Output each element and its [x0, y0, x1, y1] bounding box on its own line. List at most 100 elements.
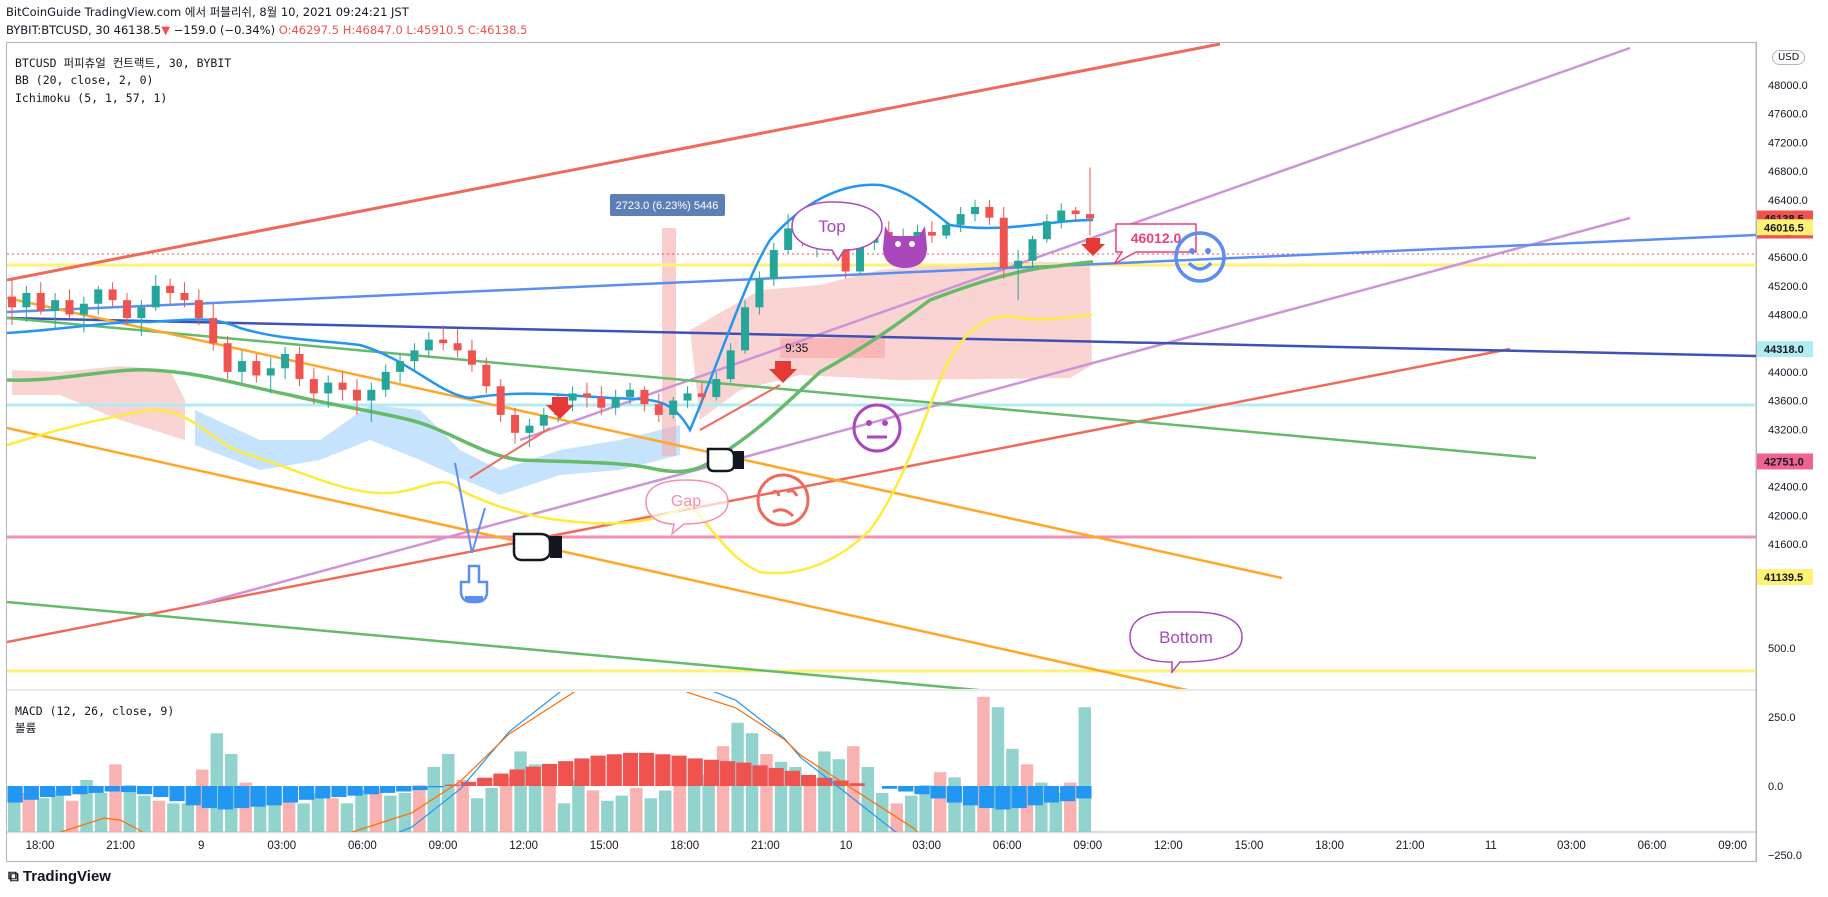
candle [209, 303, 218, 351]
macd-histogram-bar [315, 786, 331, 799]
volume-bar [803, 780, 817, 832]
macd-histogram-bar [493, 773, 509, 786]
macd-histogram-bar [817, 777, 833, 786]
legend-bb[interactable]: BB (20, close, 2, 0) [15, 73, 154, 87]
gap-label: Gap [671, 493, 701, 510]
macd-histogram-bar [331, 786, 347, 798]
volume-bar [919, 785, 932, 832]
price-tick-label: 44800.0 [1768, 310, 1808, 322]
volume-bar [456, 780, 469, 832]
volume-bar [398, 793, 412, 832]
macd-histogram-bar [671, 755, 687, 786]
price-tick-label: 41600.0 [1768, 539, 1808, 551]
candle [741, 300, 750, 354]
macd-histogram-bar [477, 777, 493, 786]
arrow-line-2 [699, 384, 781, 431]
candle [194, 289, 203, 326]
time-tick-label: 03:00 [267, 840, 296, 852]
volume-bar [109, 764, 122, 832]
volume-bar [615, 795, 629, 832]
macd-histogram-bar [881, 786, 898, 789]
pointing-hand-icon [512, 532, 562, 562]
currency-button[interactable]: USD [1772, 50, 1806, 65]
macd-histogram-bar [509, 769, 525, 786]
signal-line [58, 692, 919, 832]
macd-histogram-bar [1060, 786, 1076, 802]
trend-line-navy [7, 316, 1756, 358]
tradingview-logo-icon: ⧉ [8, 868, 23, 885]
arrow-down-red-3 [1081, 238, 1105, 256]
volume-bar [557, 803, 571, 832]
time-tick-label: 03:00 [912, 840, 941, 852]
cat-icon [883, 226, 927, 268]
macd-histogram-bar [137, 786, 153, 795]
candle [108, 282, 117, 308]
time-tick-label: 11 [1485, 840, 1497, 852]
price-axis: 48000.0 47600.0 47200.0 46800.0 46400.0 45600… [1757, 80, 1813, 586]
candle [525, 418, 534, 448]
price-tick-label: 42000.0 [1768, 510, 1808, 522]
macd-histogram-bar [995, 786, 1011, 810]
candle [424, 332, 433, 358]
macd-histogram-bar [153, 786, 169, 798]
macd-histogram-bar [169, 786, 185, 802]
candle [439, 325, 448, 351]
time-tick-label: 21:00 [1396, 840, 1425, 852]
arrow-line-1 [469, 427, 551, 479]
legend-title: BTCUSD 퍼피츄얼 컨트랙트, 30, BYBIT [15, 56, 232, 70]
legend-volume[interactable]: 볼륨 [15, 721, 37, 735]
volume-bar [904, 795, 918, 832]
trend-line-orange-upper [7, 296, 1283, 580]
price-tick-label: 43200.0 [1768, 424, 1808, 436]
arrow-down-red-1 [546, 397, 574, 419]
candle [511, 407, 520, 444]
trend-line-violet-upper [519, 46, 1631, 442]
macd-tick-label: 500.0 [1768, 643, 1796, 655]
close-value: C:46138.5 [467, 23, 528, 37]
price-label-text: 41139.5 [1764, 572, 1803, 584]
macd-histogram-bar [396, 786, 412, 792]
candle [8, 278, 16, 326]
volume-bar [659, 790, 672, 832]
macd-histogram-bar [7, 786, 23, 803]
macd-histogram-bar [298, 786, 315, 800]
arrow-down-red-2 [769, 361, 797, 383]
candle [396, 353, 405, 383]
macd-histogram-bar [801, 774, 817, 786]
macd-histogram-bar [784, 770, 801, 786]
svg-text:2723.0 (6.23%) 5446: 2723.0 (6.23%) 5446 [616, 200, 719, 212]
volume-bar [282, 800, 296, 832]
legend-macd[interactable]: MACD (12, 26, close, 9) [15, 704, 175, 718]
time-tick-label: 06:00 [348, 840, 377, 852]
price-tick-label: 43600.0 [1768, 396, 1808, 408]
candle [252, 353, 261, 383]
price-tick-label: 44000.0 [1768, 367, 1808, 379]
macd-histogram-bar [541, 763, 558, 786]
volume-bar [991, 707, 1005, 832]
bb-upper-band [7, 183, 1094, 433]
callout-price: 46012.0 [1113, 223, 1197, 265]
time-tick-label: 12:00 [1154, 840, 1183, 852]
price-label-text: 42751.0 [1764, 456, 1804, 468]
volume-bar [876, 793, 889, 832]
tradingview-logo[interactable]: ⧉ TradingView [8, 868, 111, 885]
price-tick-label: 45600.0 [1768, 252, 1808, 264]
legend-ichimoku[interactable]: Ichimoku (5, 1, 57, 1) [15, 91, 168, 105]
trend-line-red-upper [7, 43, 1221, 282]
candle [79, 296, 88, 333]
macd-histogram-bar [1027, 786, 1043, 806]
volume-bar [1078, 707, 1091, 832]
volume-bar [210, 733, 223, 832]
volume-bar [716, 746, 730, 832]
macd-histogram-bar [104, 786, 120, 792]
macd-histogram-bar [1043, 786, 1060, 803]
callout-price-label: 46012.0 [1131, 230, 1182, 246]
volume-bar [384, 795, 397, 832]
candle [338, 371, 347, 401]
macd-histogram-bar [655, 754, 671, 786]
volume-bar [499, 777, 513, 832]
time-tick-label: 03:00 [1557, 840, 1586, 852]
candle [94, 285, 103, 315]
macd-histogram-bar [282, 786, 298, 803]
